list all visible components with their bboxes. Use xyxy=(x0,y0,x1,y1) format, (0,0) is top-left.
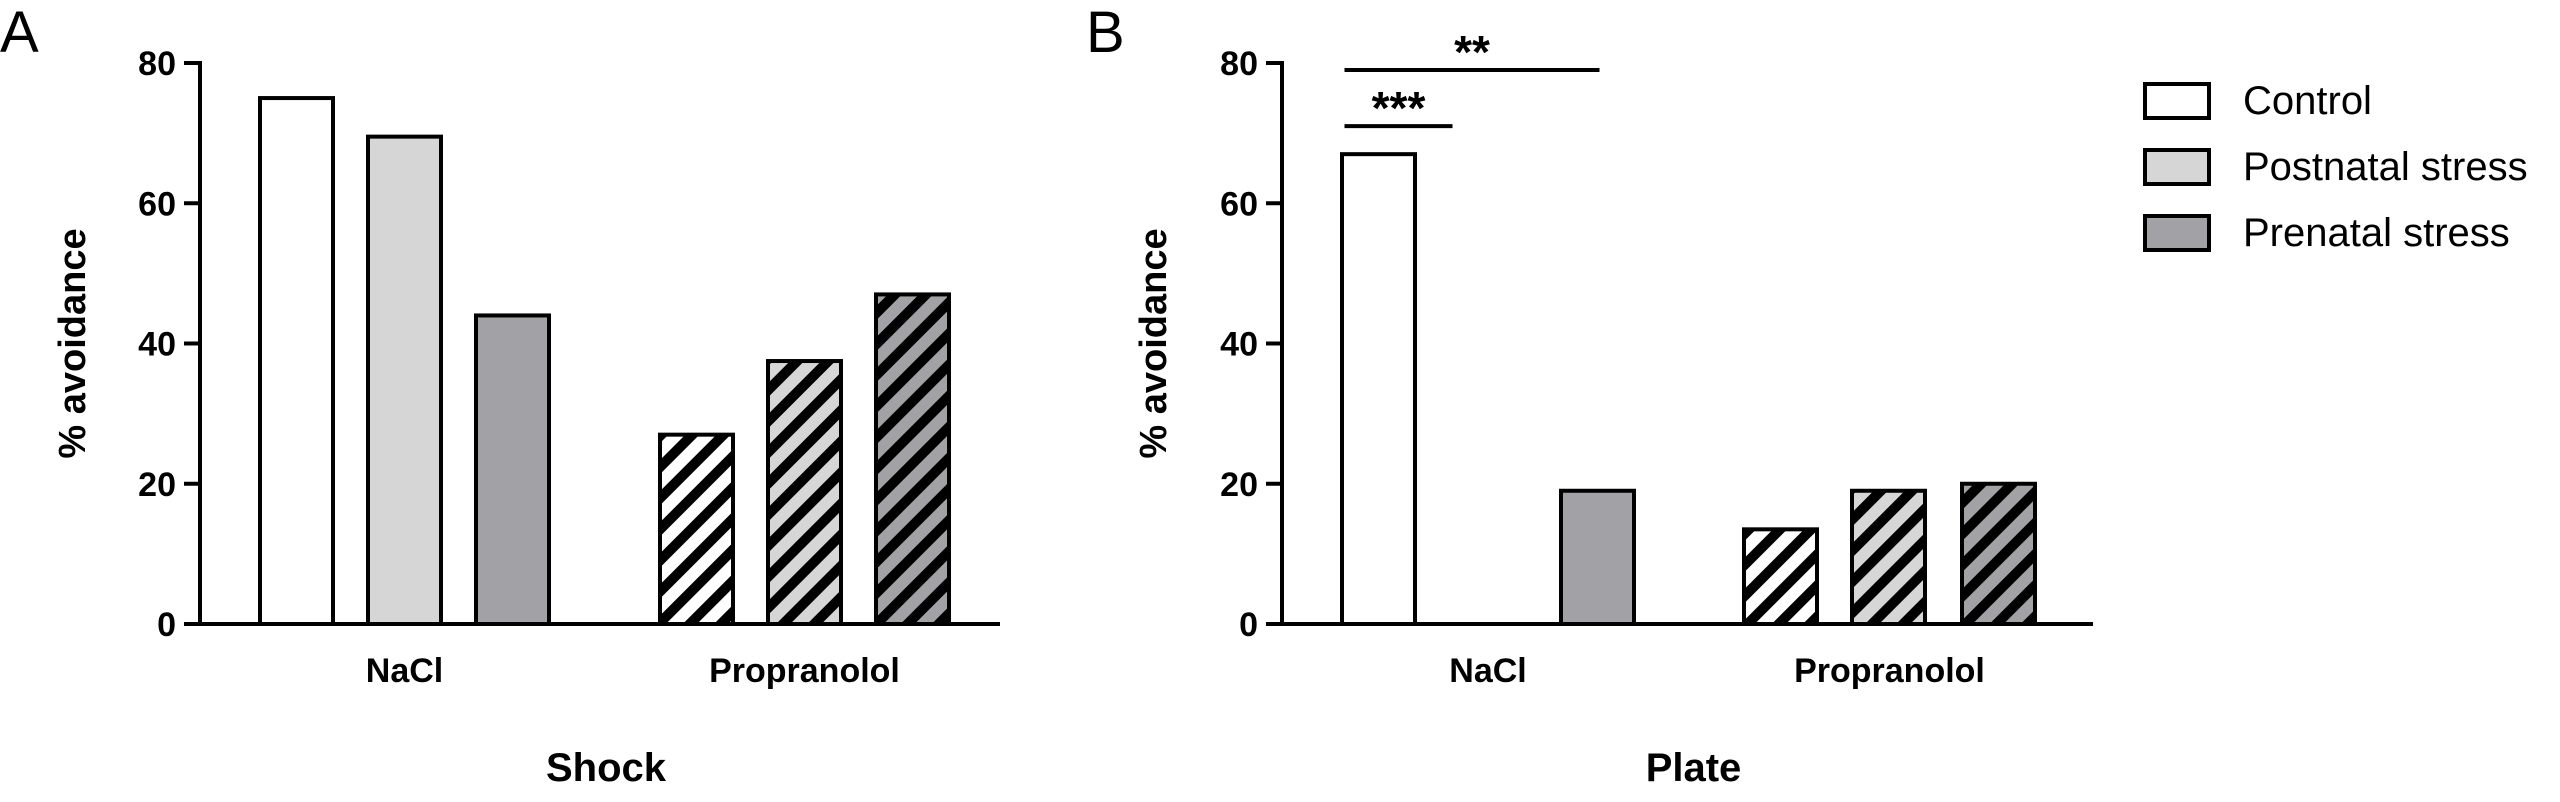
x-tick-label-propranolol: Propranolol xyxy=(1794,652,1985,690)
y-tick-label: 0 xyxy=(157,606,176,644)
x-tick-label-nacl: NaCl xyxy=(366,652,443,690)
bar-nacl-prenatal-stress xyxy=(474,313,551,626)
y-axis-title: % avoidance xyxy=(52,228,94,458)
legend-swatch-control xyxy=(2143,82,2211,120)
y-tick-label: 20 xyxy=(1220,466,1258,504)
y-tick-label: 60 xyxy=(138,185,176,223)
legend-swatch-prenatal-stress xyxy=(2143,214,2211,252)
bar-propranolol-prenatal-stress xyxy=(874,292,951,626)
chart-title: Plate xyxy=(1646,746,1742,790)
y-tick-label: 0 xyxy=(1239,606,1258,644)
x-tick-label-propranolol: Propranolol xyxy=(709,652,900,690)
panel-letter: B xyxy=(1086,0,1125,65)
legend-swatch-postnatal-stress xyxy=(2143,148,2211,186)
y-tick-label: 40 xyxy=(1220,326,1258,364)
x-tick-label-nacl: NaCl xyxy=(1449,652,1526,690)
y-tick-label: 80 xyxy=(1220,45,1258,83)
y-tick-label: 20 xyxy=(138,466,176,504)
bar-nacl-control xyxy=(1340,152,1417,626)
significance-label: *** xyxy=(1372,82,1426,134)
bar-propranolol-postnatal-stress xyxy=(1850,488,1927,627)
panel-letter: A xyxy=(0,0,39,65)
chart-title: Shock xyxy=(546,746,667,790)
legend-label-control: Control xyxy=(2243,79,2372,123)
legend: Control Postnatal stress Prenatal stress xyxy=(2143,79,2528,255)
bar-propranolol-control xyxy=(658,432,735,626)
panel-b: B 0 20 40 60 80 % avoidance NaCl Propranolol Plat… xyxy=(1086,0,2093,790)
y-tick-label: 60 xyxy=(1220,185,1258,223)
bar-nacl-postnatal-stress xyxy=(366,134,443,626)
bar-propranolol-control xyxy=(1742,527,1819,626)
panel-a: A 0 20 40 60 80 % avoidance NaCl Propranolol Shoc… xyxy=(0,0,1000,790)
bar-nacl-control xyxy=(258,96,335,626)
bar-nacl-prenatal-stress xyxy=(1559,488,1636,627)
y-tick-label: 40 xyxy=(138,326,176,364)
legend-label-prenatal-stress: Prenatal stress xyxy=(2243,211,2510,255)
y-axis-title: % avoidance xyxy=(1133,228,1175,458)
legend-label-postnatal-stress: Postnatal stress xyxy=(2243,145,2528,189)
bar-propranolol-postnatal-stress xyxy=(766,359,843,626)
bar-propranolol-prenatal-stress xyxy=(1960,481,2037,626)
significance-label: ** xyxy=(1454,26,1490,78)
y-tick-label: 80 xyxy=(138,45,176,83)
